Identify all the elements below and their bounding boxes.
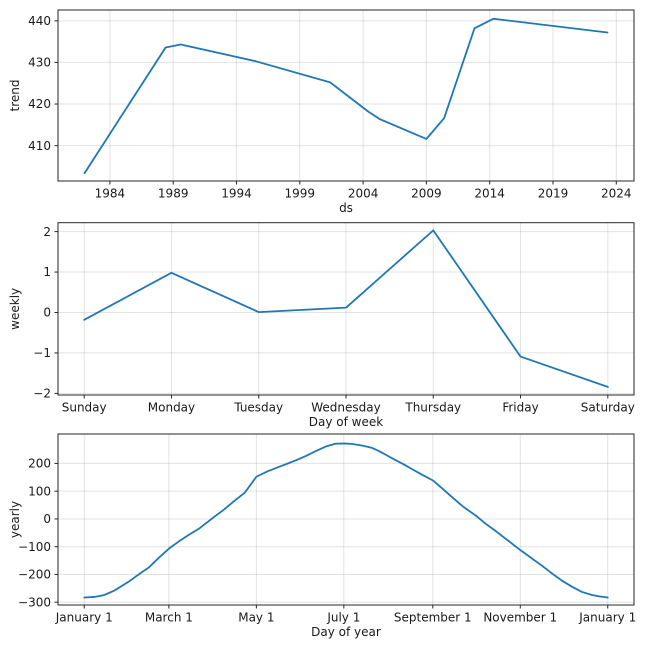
y-tick-label: 1 <box>43 265 51 279</box>
x-axis: January 1 March 1 May 1 July 1 September 1 No… <box>55 605 636 625</box>
x-axis: Sunday Monday Tuesday Wednesday Thursday Frid… <box>62 395 635 415</box>
y-tick-label: 410 <box>28 139 51 153</box>
y-axis: −2 −1 0 1 2 <box>33 225 58 401</box>
x-tick-label: March 1 <box>145 611 193 625</box>
x-tick-label: Saturday <box>581 401 635 415</box>
y-tick-label: −100 <box>18 540 51 554</box>
y-tick-label: 440 <box>28 14 51 28</box>
yearly-xlabel: Day of year <box>311 625 381 639</box>
weekly-xlabel: Day of week <box>309 415 383 429</box>
x-tick-label: 2009 <box>411 187 442 201</box>
x-axis: 1984 1989 1994 1999 2004 2009 2014 2019 2024 <box>95 181 632 201</box>
x-tick-label: Friday <box>502 401 538 415</box>
weekly-ylabel: weekly <box>8 288 22 330</box>
trend-ylabel: trend <box>8 80 22 112</box>
x-tick-label: January 1 <box>55 611 113 625</box>
y-tick-label: 100 <box>28 484 51 498</box>
x-tick-label: November 1 <box>483 611 557 625</box>
x-tick-label: 1984 <box>95 187 126 201</box>
x-tick-label: 1994 <box>221 187 252 201</box>
y-tick-label: 420 <box>28 97 51 111</box>
y-tick-label: −300 <box>18 595 51 609</box>
yearly-chart: January 1 March 1 May 1 July 1 September 1 No… <box>8 433 636 639</box>
yearly-line <box>83 442 609 599</box>
yearly-ylabel: yearly <box>8 501 22 538</box>
grid <box>58 10 634 181</box>
x-tick-label: 2014 <box>474 187 505 201</box>
x-tick-label: Thursday <box>404 401 461 415</box>
x-tick-label: 2019 <box>538 187 569 201</box>
trend-line <box>83 17 609 174</box>
x-tick-label: 2024 <box>601 187 632 201</box>
plot-border <box>57 433 635 606</box>
x-tick-label: January 1 <box>578 611 636 625</box>
y-tick-label: −2 <box>33 387 51 401</box>
x-tick-label: Monday <box>148 401 195 415</box>
x-tick-label: Tuesday <box>233 401 283 415</box>
y-tick-label: 0 <box>43 512 51 526</box>
y-tick-label: −200 <box>18 568 51 582</box>
x-tick-label: Sunday <box>62 401 107 415</box>
x-tick-label: 2004 <box>348 187 379 201</box>
y-tick-label: −1 <box>33 346 51 360</box>
x-tick-label: July 1 <box>326 611 360 625</box>
y-tick-label: 2 <box>43 225 51 239</box>
y-tick-label: 430 <box>28 56 51 70</box>
x-tick-label: September 1 <box>394 611 472 625</box>
x-tick-label: 1989 <box>158 187 189 201</box>
grid <box>58 434 634 605</box>
y-tick-label: 200 <box>28 457 51 471</box>
trend-chart: 1984 1989 1994 1999 2004 2009 2014 2019 20244104… <box>8 9 635 215</box>
y-axis: −300 −200 −100 0 100 200 <box>18 457 58 609</box>
weekly-line <box>83 229 609 388</box>
trend-xlabel: ds <box>339 201 353 215</box>
grid <box>58 222 634 395</box>
weekly-chart: Sunday Monday Tuesday Wednesday Thursday Frid… <box>8 222 635 429</box>
y-axis: 410 420 430 440 <box>28 14 58 153</box>
plot-border <box>57 9 635 182</box>
x-tick-label: 1999 <box>285 187 316 201</box>
x-tick-label: May 1 <box>238 611 274 625</box>
x-tick-label: Wednesday <box>311 401 380 415</box>
y-tick-label: 0 <box>43 306 51 320</box>
